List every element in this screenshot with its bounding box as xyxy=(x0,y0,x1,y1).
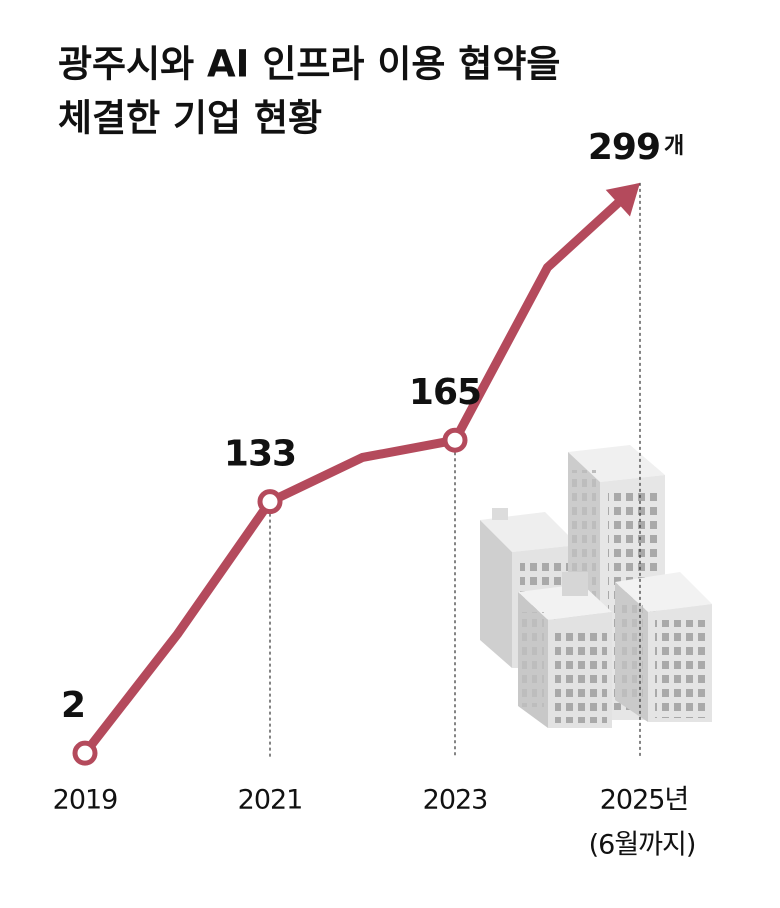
unit-label: 개 xyxy=(664,134,684,159)
value-label: 2 xyxy=(61,685,85,726)
point-marker xyxy=(72,740,98,766)
value-label: 133 xyxy=(224,434,296,475)
buildings-illustration xyxy=(480,445,712,728)
arrowhead xyxy=(605,182,640,217)
value-label: 299 xyxy=(588,127,660,168)
x-tick-label: 2019 xyxy=(53,785,118,816)
chart-title: 광주시와 AI 인프라 이용 협약을 xyxy=(58,43,560,86)
point-marker xyxy=(257,489,283,515)
data-line xyxy=(81,193,628,756)
value-label: 165 xyxy=(409,372,481,413)
x-tick-label: 2023 xyxy=(423,785,488,816)
point-marker xyxy=(442,427,468,453)
chart-title: 체결한 기업 현황 xyxy=(58,97,322,140)
x-sublabel: (6월까지) xyxy=(589,830,696,861)
x-tick-label: 2025년 xyxy=(600,785,689,816)
x-tick-label: 2021 xyxy=(238,785,303,816)
